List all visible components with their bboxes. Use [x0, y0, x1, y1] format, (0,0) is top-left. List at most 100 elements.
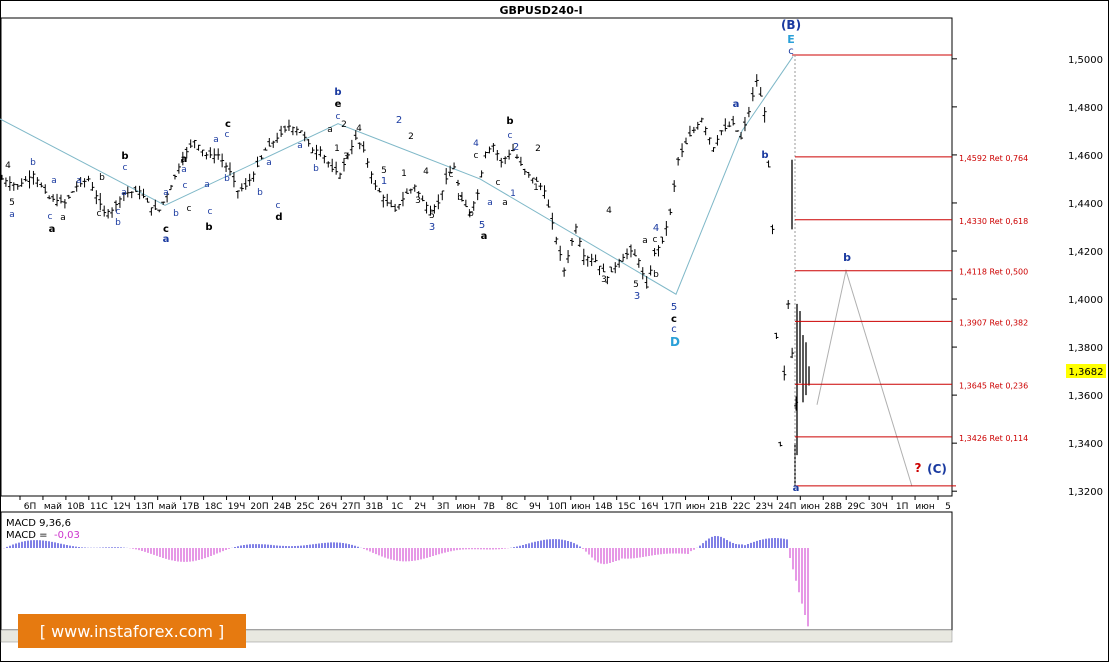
time-tick-label: 5: [945, 502, 951, 512]
wave-count-label: c: [225, 119, 231, 130]
wave-count-label: b: [506, 116, 513, 127]
wave-count-label: a: [642, 236, 648, 246]
wave-count-label: c: [187, 204, 192, 214]
fib-label: 1,4118 Ret 0,500: [959, 268, 1028, 277]
wave-count-label: e: [335, 99, 342, 110]
wave-count-label: 2: [408, 132, 414, 142]
time-tick-label: июн: [801, 502, 820, 512]
time-tick-label: 28В: [824, 502, 842, 512]
wave-count-label: 5: [479, 220, 485, 231]
wave-count-label: 1: [533, 183, 539, 193]
wave-count-label: 5: [429, 211, 435, 221]
time-tick-label: июн: [571, 502, 590, 512]
time-tick-label: 7В: [483, 502, 495, 512]
macd-panel: [0, 511, 953, 631]
wave-count-label: c: [508, 131, 513, 141]
wave-count-label: a: [481, 231, 488, 242]
wave-count-label: a: [327, 125, 333, 135]
time-tick-label: 25С: [297, 502, 315, 512]
wave-count-label: 1: [381, 176, 387, 187]
time-tick-label: 8С: [506, 502, 518, 512]
time-tick-label: 2Ч: [414, 502, 426, 512]
wave-count-label: 5: [9, 198, 15, 208]
fib-label: 1,3645 Ret 0,236: [959, 381, 1028, 390]
wave-count-label: 1: [334, 144, 340, 154]
wave-count-label: c: [653, 235, 658, 245]
time-tick-label: май: [159, 502, 177, 512]
time-tick-label: 14В: [595, 502, 613, 512]
wave-count-label: b: [334, 87, 341, 98]
wave-count-label: c: [48, 212, 53, 222]
wave-count-label: b: [173, 209, 179, 219]
wave-count-label: 3: [634, 291, 640, 302]
wave-label-B: (B): [781, 18, 801, 32]
wave-count-label: c: [225, 130, 230, 140]
time-tick-label: 6П: [24, 502, 37, 512]
time-tick-label: июн: [686, 502, 705, 512]
wave-count-label: b: [99, 173, 105, 183]
wave-count-label: a: [49, 224, 56, 235]
time-tick-label: 9Ч: [529, 502, 541, 512]
wave-label-D: D: [670, 335, 680, 349]
wave-count-label: b: [457, 193, 463, 203]
time-tick-label: 29С: [847, 502, 865, 512]
wave-count-label: c: [116, 207, 121, 217]
time-tick-label: июн: [915, 502, 934, 512]
wave-count-label: b: [30, 158, 36, 168]
wave-count-label: a: [204, 180, 210, 190]
wave-count-label: a: [487, 198, 493, 208]
wave-count-label: 2: [513, 142, 519, 153]
wave-label-b-projection: b: [843, 251, 851, 264]
wave-count-label: 2: [396, 115, 402, 126]
price-tick-label: 1,5000: [1068, 55, 1103, 66]
wave-count-label: 2: [535, 144, 541, 154]
time-tick-label: 3П: [437, 502, 450, 512]
wave-count-label: a: [163, 188, 169, 198]
wave-count-label: b: [468, 209, 474, 219]
wave-count-label: 3: [343, 152, 349, 162]
time-tick-label: 10П: [549, 502, 567, 512]
wave-count-label: a: [163, 234, 170, 245]
wave-count-label: c: [788, 46, 794, 57]
wave-count-label: b: [257, 188, 263, 198]
wave-count-label: 5: [381, 166, 387, 176]
time-tick-label: май: [44, 502, 62, 512]
time-tick-label: 17В: [182, 502, 200, 512]
price-tick-label: 1,3400: [1068, 439, 1103, 450]
wave-count-label: b: [224, 174, 230, 184]
wave-count-label: c: [183, 181, 188, 191]
wave-count-label: a: [76, 176, 82, 186]
wave-label-question: ?: [915, 461, 922, 475]
wave-count-label: c: [474, 151, 479, 161]
wave-count-label: 3: [415, 196, 421, 206]
wave-count-label: a: [213, 135, 219, 145]
time-tick-label: 31В: [365, 502, 383, 512]
time-tick-label: 16Ч: [641, 502, 659, 512]
price-plot-area: [0, 17, 953, 497]
time-tick-label: 1П: [896, 502, 909, 512]
time-tick-label: 30Ч: [870, 502, 888, 512]
price-tick-label: 1,4400: [1068, 199, 1103, 210]
wave-label-C: (C): [927, 462, 947, 476]
wave-label-E: E: [787, 33, 795, 46]
wave-count-label: a: [733, 99, 740, 110]
time-tick-label: 12Ч: [113, 502, 131, 512]
macd-label-value: -0,03: [54, 530, 80, 541]
wave-count-label: c: [671, 324, 677, 335]
price-tick-label: 1,3600: [1068, 391, 1103, 402]
time-tick-label: 19Ч: [228, 502, 246, 512]
wave-count-label: 5: [633, 280, 639, 290]
time-tick-label: 20П: [250, 502, 268, 512]
time-tick-label: 1С: [391, 502, 403, 512]
fib-label: 1,3907 Ret 0,382: [959, 318, 1028, 327]
time-tick-label: июн: [456, 502, 475, 512]
time-tick-label: 23Ч: [756, 502, 774, 512]
wave-count-label: a: [181, 154, 188, 165]
price-tick-label: 1,4800: [1068, 103, 1103, 114]
wave-count-label: c: [496, 178, 501, 188]
time-tick-label: 11С: [90, 502, 108, 512]
wave-count-label: 4: [653, 223, 659, 234]
time-tick-label: 10В: [67, 502, 85, 512]
